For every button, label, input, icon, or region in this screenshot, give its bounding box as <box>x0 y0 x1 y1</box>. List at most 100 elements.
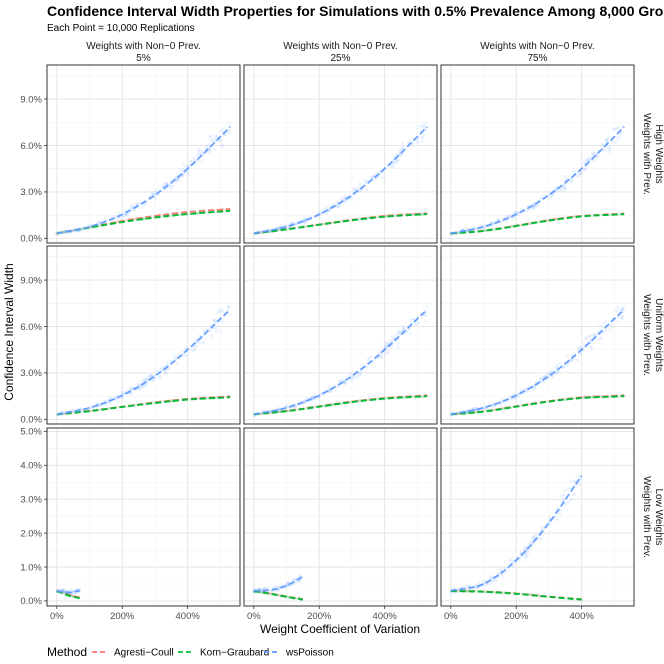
wsPoisson-point <box>532 541 536 546</box>
wsPoisson-point <box>209 138 213 142</box>
wsPoisson-point <box>556 369 561 373</box>
wsPoisson-point <box>135 201 139 205</box>
wsPoisson-point <box>452 585 457 590</box>
method-point <box>223 209 227 213</box>
method-point <box>483 409 487 413</box>
wsPoisson-point <box>488 576 493 580</box>
method-point <box>581 395 584 399</box>
wsPoisson-point <box>212 326 217 330</box>
wsPoisson-point <box>139 379 143 383</box>
wsPoisson-point <box>600 143 605 147</box>
method-point <box>321 222 325 226</box>
wsPoisson-point <box>618 134 622 139</box>
method-point <box>287 227 290 231</box>
wsPoisson-point <box>174 356 178 360</box>
wsPoisson-point <box>414 322 419 326</box>
method-point <box>384 214 388 217</box>
wsPoisson-point <box>409 318 413 322</box>
wsPoisson-point <box>140 205 145 210</box>
wsPoisson-point <box>208 134 212 138</box>
wsPoisson-point <box>621 307 625 311</box>
method-point <box>555 217 559 221</box>
wsPoisson-point <box>208 135 212 139</box>
trend-line-korn-graubard <box>450 213 625 235</box>
wsPoisson-point <box>184 344 189 349</box>
method-point <box>286 409 290 413</box>
facet-panel <box>440 64 635 244</box>
y-tick-label: 4.0% <box>20 461 42 472</box>
trend-line-wspoisson <box>56 308 231 416</box>
method-point <box>70 595 74 599</box>
wsPoisson-point <box>263 586 267 590</box>
method-point <box>177 213 181 217</box>
wsPoisson-point <box>563 186 567 191</box>
wsPoisson-point <box>579 352 583 357</box>
method-point <box>107 406 111 410</box>
wsPoisson-point <box>276 406 281 411</box>
wsPoisson-point <box>396 341 400 346</box>
wsPoisson-point <box>324 212 329 216</box>
wsPoisson-point <box>186 164 190 168</box>
method-point <box>367 216 371 219</box>
method-point <box>214 395 218 399</box>
wsPoisson-point <box>176 172 180 176</box>
wsPoisson-point <box>512 560 516 565</box>
wsPoisson-point <box>292 577 296 582</box>
wsPoisson-point <box>143 378 147 382</box>
method-point <box>98 408 102 412</box>
wsPoisson-point <box>401 142 405 146</box>
trend-line-korn-graubard <box>253 590 304 601</box>
method-point <box>510 224 514 228</box>
wsPoisson-point <box>259 589 263 593</box>
wsPoisson-point <box>390 164 394 168</box>
method-point <box>259 230 263 234</box>
wsPoisson-point <box>491 222 495 227</box>
wsPoisson-point <box>551 193 555 198</box>
wsPoisson-point <box>541 526 546 530</box>
wsPoisson-point <box>616 319 620 324</box>
wsPoisson-point <box>465 409 470 413</box>
wsPoisson-point <box>215 326 219 330</box>
y-tick-label: 6.0% <box>20 322 42 333</box>
wsPoisson-point <box>129 387 134 391</box>
y-tick-label: 3.0% <box>20 368 42 379</box>
method-point <box>80 227 84 231</box>
wsPoisson-point <box>396 330 400 334</box>
method-point <box>286 595 290 599</box>
wsPoisson-point <box>539 525 544 530</box>
wsPoisson-point <box>562 183 566 187</box>
wsPoisson-point <box>342 378 347 383</box>
wsPoisson-point <box>201 341 205 345</box>
wsPoisson-point <box>310 395 315 400</box>
wsPoisson-point <box>207 147 211 152</box>
method-point <box>159 213 163 217</box>
x-tick-label: 0% <box>50 611 64 622</box>
legend-label: Korn−Graubard <box>200 648 269 659</box>
wsPoisson-point <box>499 400 504 404</box>
wsPoisson-point <box>606 134 611 139</box>
method-point <box>268 591 272 595</box>
wsPoisson-point <box>516 213 520 217</box>
wsPoisson-point <box>350 378 354 383</box>
wsPoisson-point <box>181 172 185 177</box>
method-point <box>62 592 66 596</box>
method-point <box>572 215 576 219</box>
method-point <box>268 592 272 596</box>
wsPoisson-point <box>130 207 134 211</box>
method-point <box>616 395 620 399</box>
wsPoisson-point <box>277 408 282 413</box>
wsPoisson-point <box>616 305 620 309</box>
wsPoisson-point <box>490 220 494 225</box>
wsPoisson-point <box>598 323 602 328</box>
wsPoisson-point <box>358 181 362 186</box>
wsPoisson-point <box>126 212 131 217</box>
wsPoisson-point <box>535 379 539 384</box>
wsPoisson-point <box>555 184 559 188</box>
wsPoisson-point <box>549 369 553 374</box>
wsPoisson-point <box>570 177 575 181</box>
wsPoisson-point <box>142 377 146 382</box>
panel-border <box>243 245 438 425</box>
wsPoisson-point <box>303 216 307 221</box>
wsPoisson-point <box>562 185 566 190</box>
wsPoisson-point <box>277 227 281 232</box>
